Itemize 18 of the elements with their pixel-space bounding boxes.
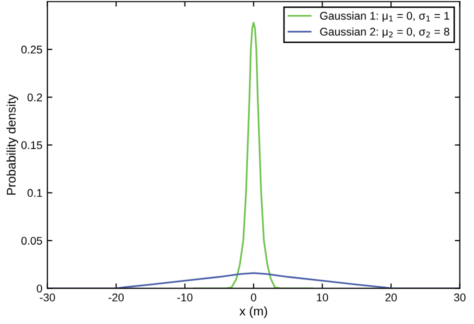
y-tick-label: 0.2 bbox=[28, 93, 42, 102]
x-axis-title: x (m) bbox=[240, 306, 268, 318]
y-tick-label: 0 bbox=[36, 284, 42, 292]
x-tick-label: 20 bbox=[385, 294, 397, 302]
x-tick-label: -10 bbox=[177, 294, 192, 302]
x-tick-label: 30 bbox=[454, 294, 466, 302]
x-tick-label: -20 bbox=[108, 294, 124, 302]
legend-label: Gaussian 2: μ$_{2}$ = 0, σ$_{2}$ = 8 bbox=[320, 27, 450, 38]
x-tick-label: 0 bbox=[250, 294, 256, 302]
y-tick-label: 0.1 bbox=[28, 189, 42, 197]
y-tick-label: 0.15 bbox=[21, 141, 42, 150]
y-axis-title: Probability density bbox=[6, 94, 18, 195]
x-tick-label: -30 bbox=[40, 294, 55, 302]
y-tick-label: 0.05 bbox=[21, 236, 42, 245]
legend-label: Gaussian 1: μ$_{1}$ = 0, σ$_{1}$ = 1 bbox=[320, 12, 450, 22]
x-tick-label: 10 bbox=[316, 294, 328, 302]
line-series bbox=[194, 22, 314, 288]
y-tick-label: 0.25 bbox=[21, 46, 42, 54]
